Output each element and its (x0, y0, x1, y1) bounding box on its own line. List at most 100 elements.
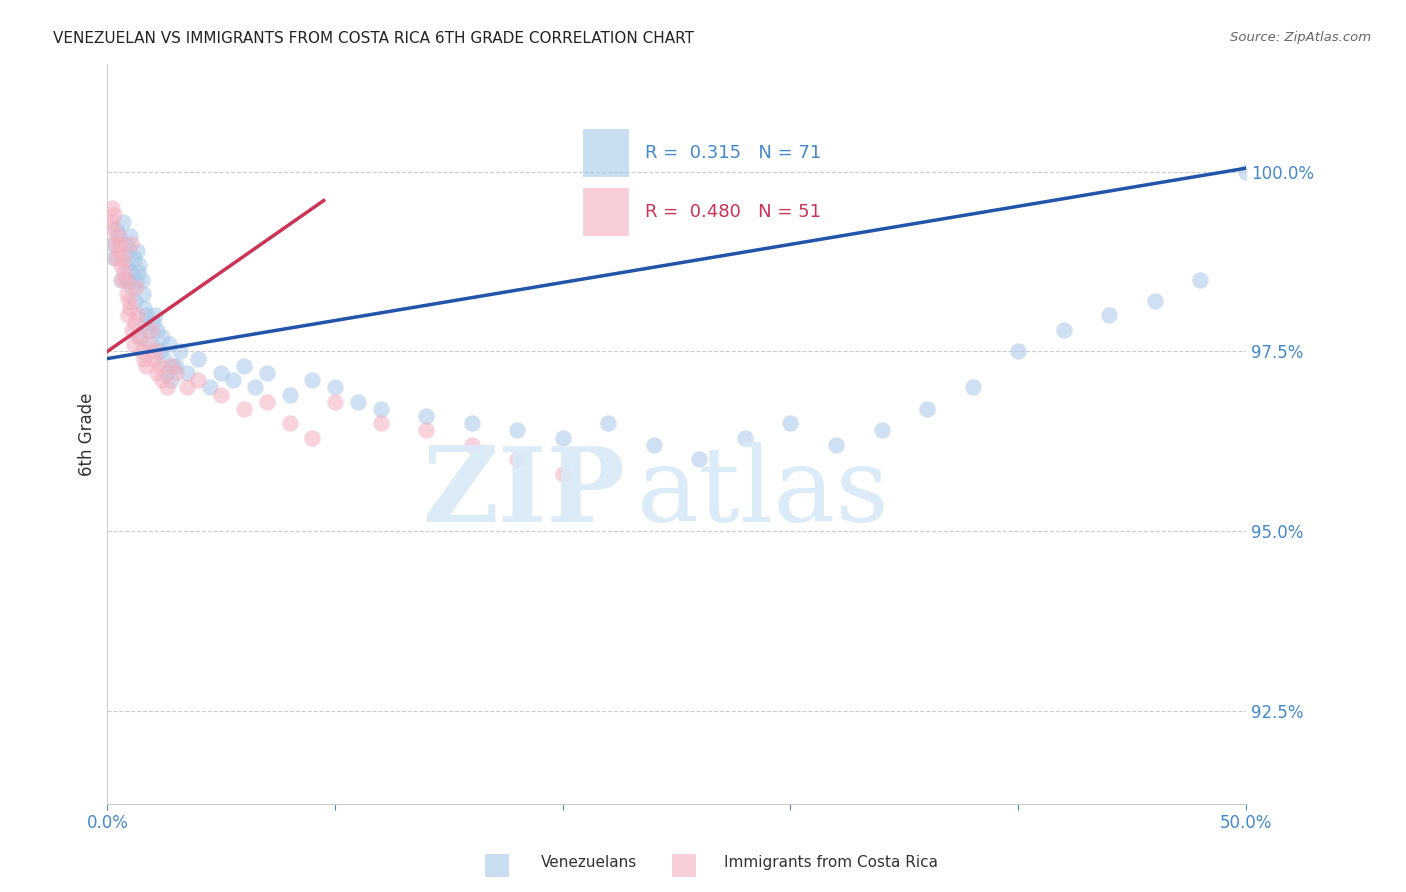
Point (187, 373, 209, 387)
Point (165, 366, 187, 380)
Point (245, 380, 267, 394)
Point (1053, 323, 1076, 337)
Point (101, 222, 124, 236)
Point (142, 351, 165, 366)
Point (135, 309, 157, 323)
Point (506, 452, 529, 467)
Point (176, 366, 198, 380)
Point (323, 394, 346, 409)
Point (165, 359, 187, 373)
Point (128, 258, 150, 272)
Point (278, 416, 301, 430)
Point (135, 359, 157, 373)
Point (104, 236, 127, 251)
Point (233, 359, 256, 373)
Point (118, 244, 141, 258)
Point (209, 366, 232, 380)
Point (734, 431, 756, 445)
Point (120, 301, 142, 316)
Point (149, 359, 172, 373)
Point (132, 351, 155, 366)
Point (169, 344, 191, 359)
Point (107, 229, 129, 244)
Point (256, 366, 278, 380)
Point (122, 337, 145, 351)
Point (114, 272, 136, 286)
Point (117, 272, 139, 286)
Point (100, 215, 122, 229)
Point (146, 366, 169, 380)
Y-axis label: 6th Grade: 6th Grade (79, 392, 96, 475)
Text: Source: ZipAtlas.com: Source: ZipAtlas.com (1230, 31, 1371, 45)
Point (176, 380, 198, 394)
Point (112, 215, 135, 229)
Point (134, 316, 156, 330)
Point (103, 208, 125, 222)
Point (551, 467, 574, 481)
Point (1098, 309, 1121, 323)
Point (1007, 344, 1029, 359)
Point (143, 309, 166, 323)
Point (117, 309, 139, 323)
Point (209, 387, 232, 401)
Point (125, 309, 148, 323)
Point (370, 401, 392, 416)
Point (111, 272, 134, 286)
Point (551, 431, 574, 445)
Point (128, 330, 150, 344)
Point (143, 344, 166, 359)
Point (127, 265, 149, 279)
Point (110, 272, 132, 286)
Point (129, 330, 152, 344)
Point (301, 373, 323, 387)
Point (138, 323, 160, 337)
Point (103, 251, 125, 265)
Point (347, 394, 370, 409)
Point (825, 438, 848, 452)
Point (155, 366, 177, 380)
Text: ZIP: ZIP (422, 442, 626, 544)
Point (131, 287, 153, 301)
Point (110, 258, 132, 272)
Point (643, 438, 665, 452)
Point (139, 323, 162, 337)
Point (124, 294, 146, 309)
Point (233, 401, 256, 416)
Point (415, 409, 437, 423)
Point (187, 351, 209, 366)
Point (105, 251, 128, 265)
Point (915, 401, 938, 416)
Point (1143, 294, 1166, 309)
Point (107, 229, 129, 244)
Point (120, 236, 142, 251)
Point (105, 222, 128, 236)
Point (121, 279, 143, 293)
Point (115, 287, 138, 301)
Point (120, 229, 142, 244)
Point (198, 380, 221, 394)
Point (870, 424, 893, 438)
Point (132, 301, 155, 316)
Point (160, 373, 183, 387)
Point (323, 380, 346, 394)
Point (162, 359, 184, 373)
Point (155, 380, 177, 394)
Point (1234, 165, 1257, 179)
Text: atlas: atlas (637, 442, 890, 544)
Point (149, 344, 172, 359)
Point (598, 416, 620, 430)
Point (157, 337, 180, 351)
Point (278, 387, 301, 401)
Point (122, 251, 145, 265)
Point (370, 416, 392, 430)
Point (139, 337, 162, 351)
Point (101, 201, 124, 215)
Point (460, 438, 482, 452)
Point (138, 337, 160, 351)
Point (221, 373, 243, 387)
Text: VENEZUELAN VS IMMIGRANTS FROM COSTA RICA 6TH GRADE CORRELATION CHART: VENEZUELAN VS IMMIGRANTS FROM COSTA RICA… (53, 31, 695, 46)
Point (153, 351, 176, 366)
Point (150, 373, 173, 387)
Point (146, 323, 169, 337)
Point (131, 272, 153, 286)
